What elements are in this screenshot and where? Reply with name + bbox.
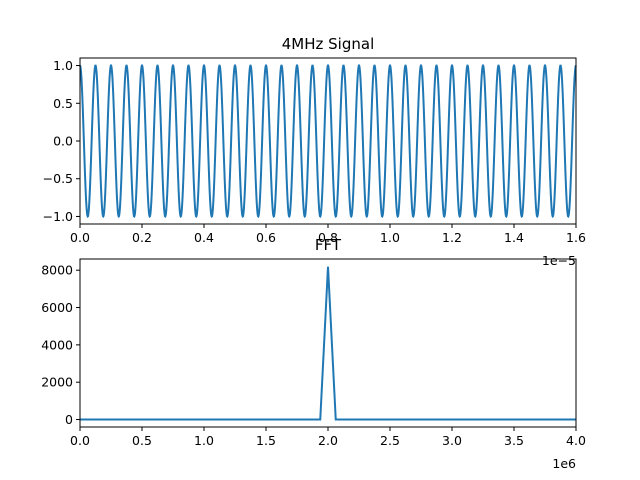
signal-plot-title: 4MHz Signal [282, 35, 374, 53]
signal-plot-frame [79, 57, 577, 225]
fft-y-tick-label: 4000 [41, 337, 73, 352]
signal-plot: 4MHz Signal 0.0 0.2 0.4 0.6 0.8 1.0 1.2 1.4 1.6 1… [43, 35, 586, 268]
signal-series-line [79, 63, 577, 218]
signal-y-tick-label: 1.0 [53, 58, 73, 73]
signal-x-tick-label: 0.4 [194, 230, 214, 245]
signal-y-tick-label: 0.0 [53, 134, 73, 149]
fft-plot-frame [79, 258, 577, 428]
fft-plot: FFT 0.0 0.5 1.0 1.5 2.0 2.5 3.0 3.5 4.0 8000 6000 4… [41, 236, 586, 471]
fft-y-tick-label: 8000 [41, 263, 73, 278]
fft-x-tick-label: 1.0 [194, 433, 214, 448]
fft-x-tick-label: 1.5 [256, 433, 276, 448]
fft-plot-title: FFT [315, 236, 342, 254]
fft-x-tick-label: 0.5 [132, 433, 152, 448]
signal-y-tick-label: 0.5 [53, 96, 73, 111]
fft-x-tick-label: 3.0 [442, 433, 462, 448]
signal-x-offset-label: 1e−5 [542, 253, 576, 268]
signal-x-tick-label: 1.0 [380, 230, 400, 245]
signal-x-tick-label: 1.4 [504, 230, 524, 245]
fft-y-tick-label: 6000 [41, 300, 73, 315]
signal-x-tick-label: 0.8 [318, 230, 338, 245]
fft-y-tick-label: 0 [65, 412, 73, 427]
fft-x-tick-label: 0.0 [70, 433, 90, 448]
fft-x-tick-label: 3.5 [504, 433, 524, 448]
signal-x-tick-label: 1.6 [566, 230, 586, 245]
fft-plot-ticks: 0.0 0.5 1.0 1.5 2.0 2.5 3.0 3.5 4.0 8000 6000 4000 2… [41, 263, 586, 448]
signal-plot-ticks: 0.0 0.2 0.4 0.6 0.8 1.0 1.2 1.4 1.6 1.0 0.5 0.0 −0.5… [43, 58, 586, 245]
fft-x-tick-label: 2.0 [318, 433, 338, 448]
signal-y-tick-label: −1.0 [43, 209, 73, 224]
fft-x-tick-label: 4.0 [566, 433, 586, 448]
signal-y-tick-label: −0.5 [43, 171, 73, 186]
fft-x-tick-label: 2.5 [380, 433, 400, 448]
fft-y-tick-label: 2000 [41, 375, 73, 390]
signal-x-tick-label: 1.2 [442, 230, 462, 245]
fft-x-offset-label: 1e6 [552, 456, 576, 471]
fft-series-line [80, 266, 576, 421]
signal-x-tick-label: 0.6 [256, 230, 276, 245]
signal-x-tick-label: 0.2 [132, 230, 152, 245]
signal-x-tick-label: 0.0 [70, 230, 90, 245]
